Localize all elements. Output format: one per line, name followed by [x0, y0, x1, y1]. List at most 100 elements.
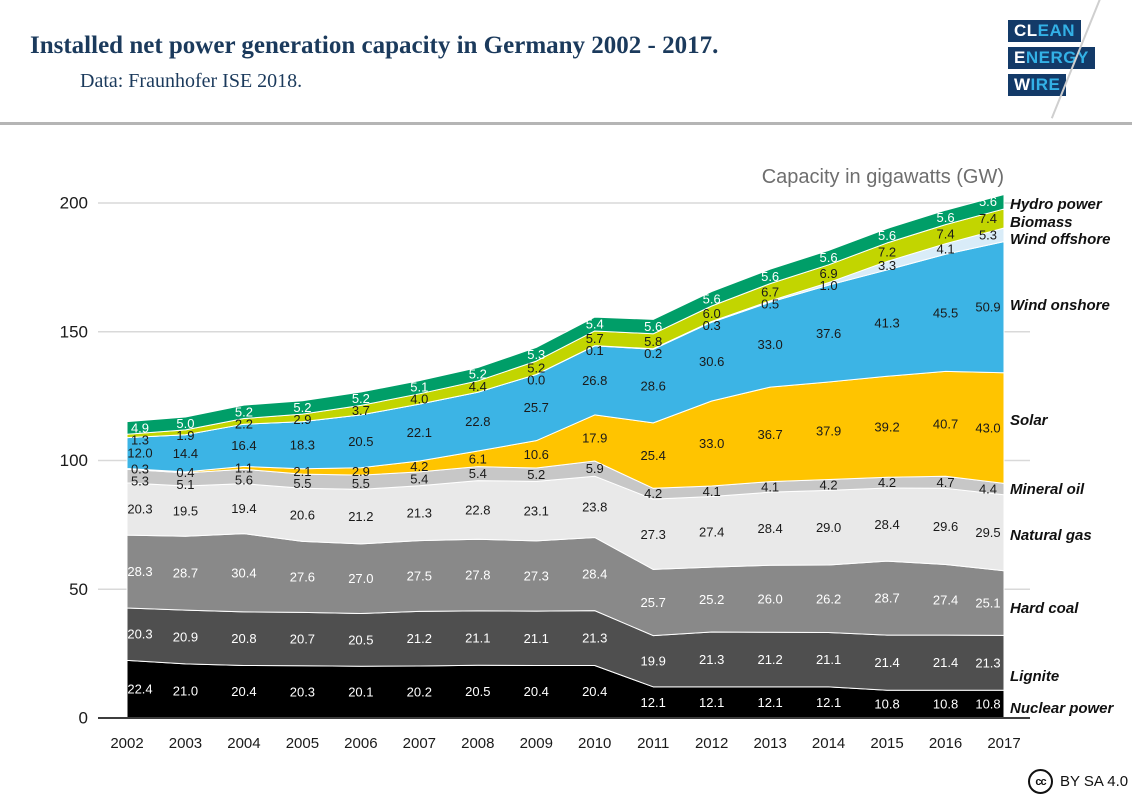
value-label-wind-offshore-2009: 0.0 [527, 372, 545, 387]
value-label-natural-gas-2015: 28.4 [874, 517, 899, 532]
value-label-wind-offshore-2015: 3.3 [878, 258, 896, 273]
y-tick-100: 100 [60, 451, 88, 470]
value-label-hard-coal-2010: 28.4 [582, 567, 607, 582]
value-label-biomass-2016: 7.4 [936, 227, 954, 242]
x-tick-2015: 2015 [870, 735, 903, 752]
value-label-biomass-2003: 1.9 [176, 428, 194, 443]
value-label-nuclear-power-2014: 12.1 [816, 695, 841, 710]
value-label-nuclear-power-2010: 20.4 [582, 684, 607, 699]
value-label-biomass-2010: 5.7 [586, 331, 604, 346]
value-label-nuclear-power-2007: 20.2 [407, 684, 432, 699]
y-axis-title: Capacity in gigawatts (GW) [761, 166, 1004, 188]
value-label-lignite-2014: 21.1 [816, 652, 841, 667]
value-label-nuclear-power-2015: 10.8 [874, 697, 899, 712]
value-label-natural-gas-2011: 27.3 [641, 527, 666, 542]
value-label-lignite-2011: 19.9 [641, 654, 666, 669]
value-label-hydro-power-2004: 5.2 [235, 404, 253, 419]
x-tick-2011: 2011 [637, 735, 669, 752]
legend-label-wind-onshore: Wind onshore [1010, 297, 1110, 314]
value-label-mineral-oil-2013: 4.1 [761, 479, 779, 494]
x-tick-2010: 2010 [578, 735, 611, 752]
legend-label-mineral-oil: Mineral oil [1010, 481, 1085, 498]
value-label-solar-2010: 17.9 [582, 430, 607, 445]
header-divider [0, 122, 1132, 125]
value-label-wind-offshore-2014: 1.0 [820, 278, 838, 293]
value-label-hard-coal-2013: 26.0 [757, 591, 782, 606]
value-label-mineral-oil-2010: 5.9 [586, 461, 604, 476]
value-label-natural-gas-2008: 22.8 [465, 502, 490, 517]
value-label-nuclear-power-2011: 12.1 [641, 695, 666, 710]
value-label-nuclear-power-2012: 12.1 [699, 695, 724, 710]
value-label-hard-coal-2002: 28.3 [127, 564, 152, 579]
value-label-wind-onshore-2017: 50.9 [975, 300, 1000, 315]
value-label-hydro-power-2006: 5.2 [352, 391, 370, 406]
value-label-solar-2016: 40.7 [933, 416, 958, 431]
x-tick-2003: 2003 [169, 735, 202, 752]
legend-label-nuclear-power: Nuclear power [1010, 700, 1114, 717]
value-label-hydro-power-2010: 5.4 [586, 317, 604, 332]
value-label-hydro-power-2007: 5.1 [410, 380, 428, 395]
legend-label-solar: Solar [1010, 412, 1048, 429]
x-tick-2004: 2004 [227, 735, 260, 752]
x-tick-2008: 2008 [461, 735, 494, 752]
value-label-wind-onshore-2014: 37.6 [816, 326, 841, 341]
value-label-hydro-power-2005: 5.2 [293, 400, 311, 415]
value-label-lignite-2012: 21.3 [699, 652, 724, 667]
value-label-nuclear-power-2017: 10.8 [975, 697, 1000, 712]
value-label-hydro-power-2002: 4.9 [131, 420, 149, 435]
value-label-wind-offshore-2013: 0.5 [761, 297, 779, 312]
value-label-solar-2005: 2.1 [293, 464, 311, 479]
x-tick-2016: 2016 [929, 735, 962, 752]
value-label-biomass-2012: 6.0 [703, 306, 721, 321]
value-label-nuclear-power-2009: 20.4 [524, 684, 549, 699]
legend-label-lignite: Lignite [1010, 668, 1060, 685]
value-label-natural-gas-2014: 29.0 [816, 520, 841, 535]
value-label-nuclear-power-2003: 21.0 [173, 683, 198, 698]
value-label-mineral-oil-2015: 4.2 [878, 475, 896, 490]
x-tick-2017: 2017 [987, 735, 1020, 752]
value-label-hard-coal-2014: 26.2 [816, 591, 841, 606]
value-label-solar-2006: 2.9 [352, 464, 370, 479]
value-label-biomass-2007: 4.0 [410, 392, 428, 407]
value-label-lignite-2009: 21.1 [524, 631, 549, 646]
value-label-hard-coal-2008: 27.8 [465, 568, 490, 583]
value-label-hard-coal-2012: 25.2 [699, 592, 724, 607]
value-label-wind-onshore-2010: 26.8 [582, 373, 607, 388]
value-label-lignite-2003: 20.9 [173, 630, 198, 645]
value-label-lignite-2007: 21.2 [407, 631, 432, 646]
value-label-biomass-2004: 2.2 [235, 416, 253, 431]
value-label-mineral-oil-2016: 4.7 [936, 475, 954, 490]
value-label-hydro-power-2015: 5.6 [878, 228, 896, 243]
value-label-mineral-oil-2008: 5.4 [469, 466, 487, 481]
value-label-natural-gas-2004: 19.4 [231, 501, 256, 516]
value-label-natural-gas-2002: 20.3 [127, 502, 152, 517]
value-label-lignite-2015: 21.4 [874, 655, 899, 670]
logo-row-2: WIRE [1008, 74, 1067, 96]
page-title: Installed net power generation capacity … [30, 32, 719, 59]
value-label-nuclear-power-2006: 20.1 [348, 685, 373, 700]
legend-label-biomass: Biomass [1010, 214, 1073, 231]
value-label-mineral-oil-2017: 4.4 [979, 482, 997, 497]
value-label-lignite-2016: 21.4 [933, 655, 958, 670]
value-label-natural-gas-2006: 21.2 [348, 509, 373, 524]
value-label-biomass-2002: 1.3 [131, 432, 149, 447]
value-label-nuclear-power-2013: 12.1 [757, 695, 782, 710]
value-label-hard-coal-2005: 27.6 [290, 569, 315, 584]
value-label-natural-gas-2009: 23.1 [524, 504, 549, 519]
y-tick-0: 0 [79, 709, 88, 728]
value-label-biomass-2017: 7.4 [979, 211, 997, 226]
x-tick-2006: 2006 [344, 735, 377, 752]
value-label-mineral-oil-2011: 4.2 [644, 486, 662, 501]
value-label-nuclear-power-2004: 20.4 [231, 684, 256, 699]
logo-row-1: ENERGY [1008, 47, 1095, 69]
value-label-natural-gas-2005: 20.6 [290, 507, 315, 522]
value-label-solar-2011: 25.4 [641, 448, 666, 463]
value-label-wind-offshore-2016: 4.1 [936, 241, 954, 256]
value-label-hydro-power-2008: 5.2 [469, 367, 487, 382]
legend-label-wind-offshore: Wind offshore [1010, 231, 1111, 248]
value-label-solar-2014: 37.9 [816, 423, 841, 438]
logo-row-0: CLEAN [1008, 20, 1082, 42]
value-label-biomass-2011: 5.8 [644, 334, 662, 349]
value-label-mineral-oil-2005: 5.5 [293, 476, 311, 491]
